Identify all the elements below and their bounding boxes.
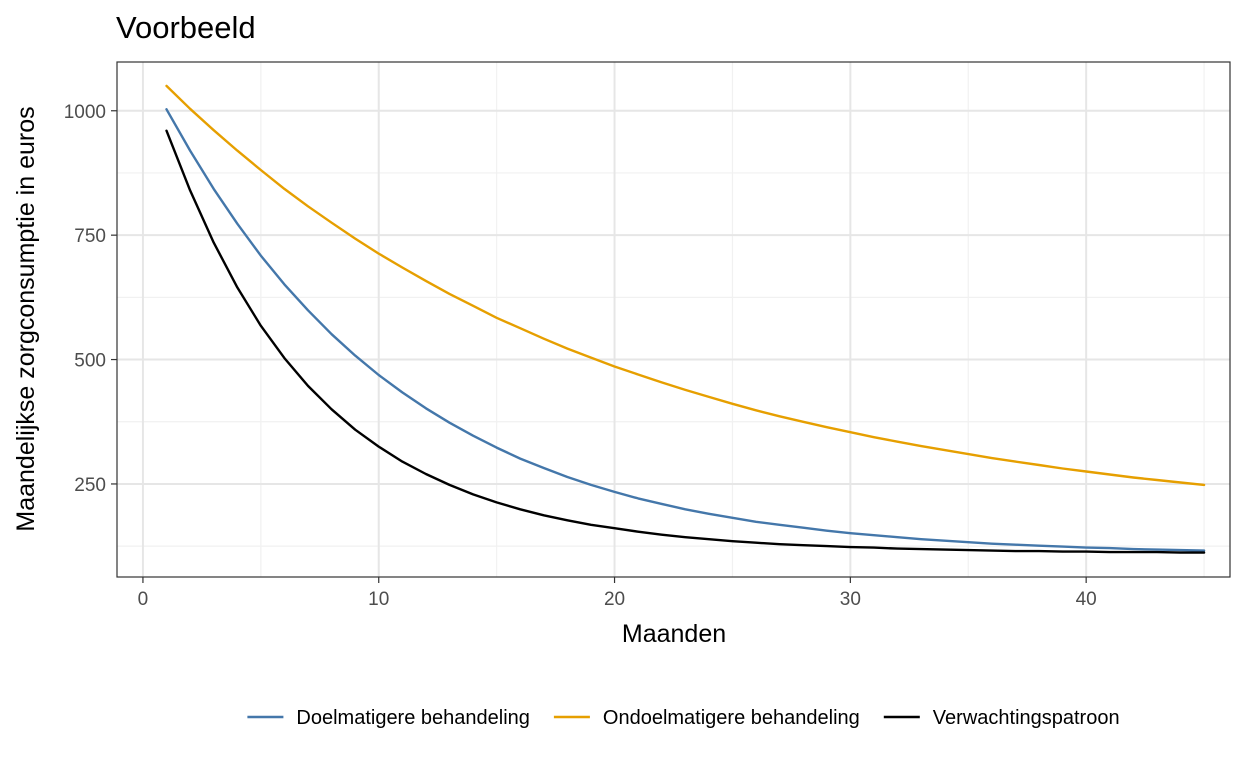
x-axis: 0 10 20 30 40 — [138, 577, 1097, 610]
legend-item-3: Verwachtingspatroon — [883, 707, 1120, 729]
legend: Doelmatigere behandeling Ondoelmatigere b… — [247, 707, 1120, 729]
y-tick-label: 250 — [74, 475, 106, 496]
y-axis-title: Maandelijkse zorgconsumptie in euros — [12, 106, 40, 531]
x-tick-label: 0 — [138, 589, 149, 610]
series-line-1 — [165, 108, 1206, 552]
legend-label: Verwachtingspatroon — [933, 707, 1120, 729]
x-tick-label: 40 — [1076, 589, 1097, 610]
series-line-3 — [165, 129, 1206, 554]
y-tick-label: 500 — [74, 351, 106, 372]
y-tick-label: 750 — [74, 226, 106, 247]
y-tick-label: 1000 — [64, 102, 106, 123]
legend-item-2: Ondoelmatigere behandeling — [553, 707, 860, 729]
legend-item-1: Doelmatigere behandeling — [247, 707, 530, 729]
x-tick-label: 10 — [368, 589, 389, 610]
x-tick-label: 20 — [604, 589, 625, 610]
plot-panel — [116, 61, 1231, 578]
chart-title: Voorbeeld — [116, 10, 256, 45]
legend-label: Doelmatigere behandeling — [296, 707, 530, 729]
y-axis: 250 500 750 1000 — [64, 102, 117, 496]
x-axis-title: Maanden — [622, 620, 726, 648]
x-tick-label: 30 — [840, 589, 861, 610]
grid — [117, 62, 1230, 577]
series-lines — [165, 84, 1206, 554]
series-line-2 — [165, 84, 1206, 487]
legend-label: Ondoelmatigere behandeling — [603, 707, 860, 729]
